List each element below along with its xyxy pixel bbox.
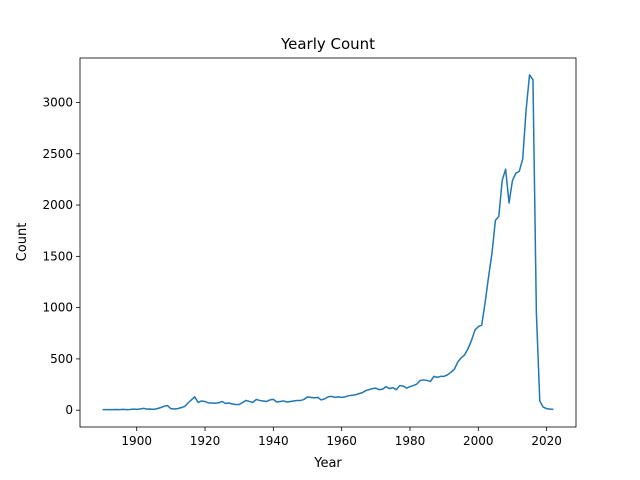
x-tick-label: 1920 [190,434,221,448]
y-tick-label: 0 [65,403,73,417]
y-tick-label: 500 [50,352,73,366]
x-tick-label: 1980 [395,434,426,448]
x-tick-label: 1960 [326,434,357,448]
y-tick-label: 3000 [42,96,73,110]
x-tick-label: 2000 [463,434,494,448]
chart-title: Yearly Count [280,35,375,53]
y-axis-label: Count [15,223,30,262]
data-line [102,74,554,411]
axes-frame [79,57,577,428]
x-axis-label: Year [313,456,342,471]
y-tick-label: 1500 [42,249,73,263]
y-tick-label: 2000 [42,198,73,212]
x-tick-label: 1900 [121,434,152,448]
x-tick-label: 2020 [531,434,562,448]
y-tick-label: 2500 [42,147,73,161]
x-tick-label: 1940 [258,434,289,448]
y-tick-label: 1000 [42,301,73,315]
